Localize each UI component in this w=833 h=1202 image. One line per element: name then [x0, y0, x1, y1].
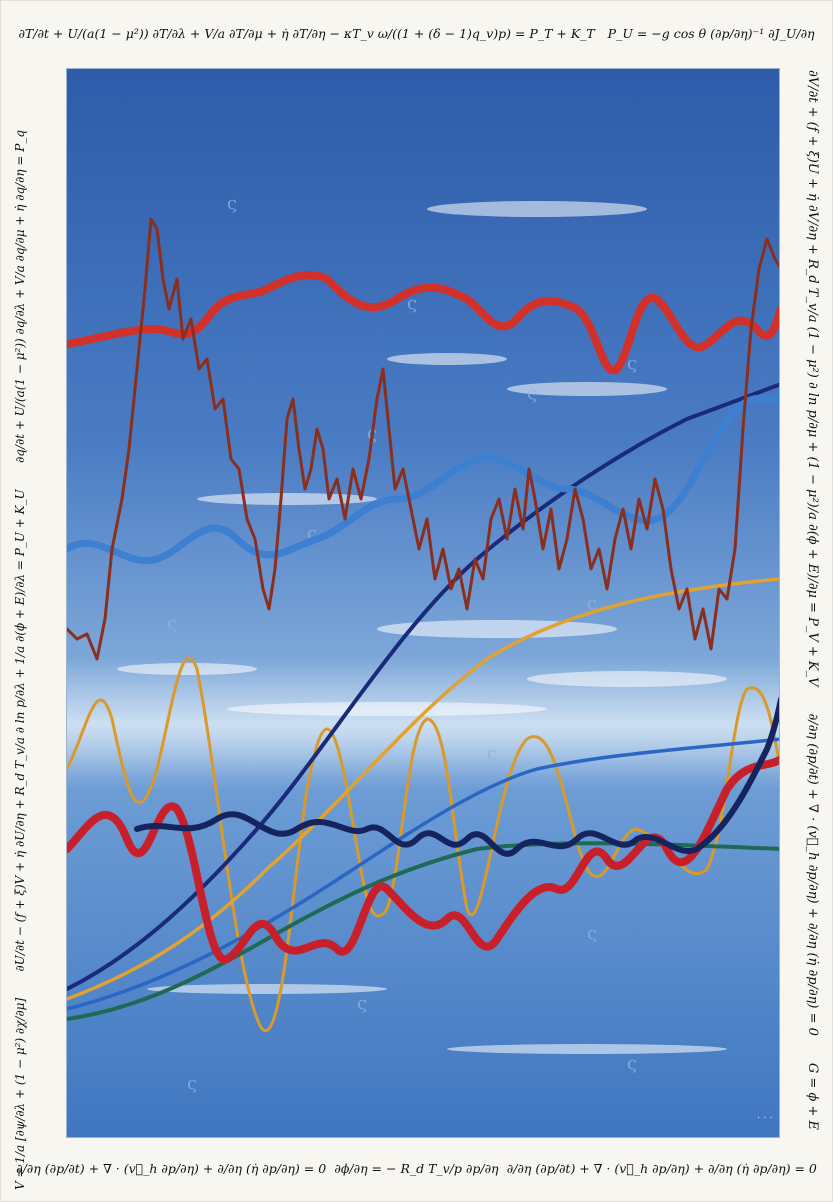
orange-oscillation-curve	[67, 656, 779, 1033]
top-equation-row: ∂T/∂t + U/(a(1 − μ²)) ∂T/∂λ + V/a ∂T/∂μ …	[12, 8, 821, 58]
clouds	[117, 201, 727, 1054]
humidity-equation: ∂q/∂t + U/(a(1 − μ²)) ∂q/∂λ + V/a ∂q/∂μ …	[13, 130, 27, 463]
glyph-mark: ς	[407, 293, 417, 314]
u-momentum-equation: ∂U/∂t − (f + ξ)V + η̇ ∂U/∂η + R_d T_v/a …	[13, 489, 27, 972]
continuity-equation-right: ∂/∂η (∂p/∂t) + ∇ · (v⃗_h ∂p/∂η) + ∂/∂η (…	[805, 713, 821, 1036]
glyph-mark: ς	[307, 523, 317, 544]
artist-signature: · · ·	[757, 1113, 773, 1124]
glyph-mark: ς	[587, 593, 597, 614]
glyph-mark: ς	[627, 353, 637, 374]
continuity-equation-bottom-right: ∂/∂η (∂p/∂t) + ∇ · (v⃗_h ∂p/∂η) + ∂/∂η (…	[506, 1160, 817, 1176]
navy-rising-curve	[67, 382, 779, 991]
sky-painting: ς ς ς ς ς ς ς ς ς ς ς ς ς · · ·	[66, 68, 780, 1138]
glyph-mark: ς	[357, 993, 367, 1014]
dark-blue-wavy-curve	[134, 696, 779, 857]
painted-curves	[67, 217, 779, 1033]
glyph-mark: ς	[227, 193, 237, 214]
glyph-mark: ς	[187, 1073, 197, 1094]
sky-background	[67, 69, 779, 1137]
temperature-equation: ∂T/∂t + U/(a(1 − μ²)) ∂T/∂λ + V/a ∂T/∂μ …	[18, 25, 595, 41]
red-upper-wavy-curve	[67, 270, 779, 375]
brown-jagged-curve	[67, 217, 779, 661]
orange-rising-curve	[67, 577, 779, 1001]
pu-equation: P_U = −g cos θ (∂p/∂η)⁻¹ ∂J_U/∂η	[607, 25, 815, 41]
bottom-equation-row: ∂/∂η (∂p/∂t) + ∇ · (v⃗_h ∂p/∂η) + ∂/∂η (…	[12, 1143, 821, 1193]
continuity-equation-left: ∂/∂η (∂p/∂t) + ∇ · (v⃗_h ∂p/∂η) + ∂/∂η (…	[16, 1160, 327, 1176]
glyph-mark: ς	[167, 613, 177, 634]
glyph-mark: ς	[627, 1053, 637, 1074]
painting-canvas: ς ς ς ς ς ς ς ς ς ς ς ς ς · · ·	[67, 69, 779, 1137]
right-equation-row: ∂V/∂t + (f + ξ)U + η̇ ∂V/∂η + R_d T_v/a …	[795, 60, 831, 1140]
g-definition-equation: G = ϕ + E	[805, 1062, 821, 1130]
left-equation-row: V = 1/a [∂ψ/∂λ + (1 − μ²) ∂χ/∂μ] ∂U/∂t −…	[2, 120, 38, 1200]
glyph-mark: ς	[487, 743, 497, 764]
glyph-mark: ς	[587, 923, 597, 944]
hydrostatic-equation: ∂ϕ/∂η = − R_d T_v/p ∂p/∂η	[334, 1160, 499, 1176]
glyph-mark: ς	[527, 383, 537, 404]
light-blue-wavy-curve	[67, 394, 779, 565]
blue-rising-curve	[67, 737, 779, 1011]
v-momentum-equation: ∂V/∂t + (f + ξ)U + η̇ ∂V/∂η + R_d T_v/a …	[805, 70, 821, 687]
